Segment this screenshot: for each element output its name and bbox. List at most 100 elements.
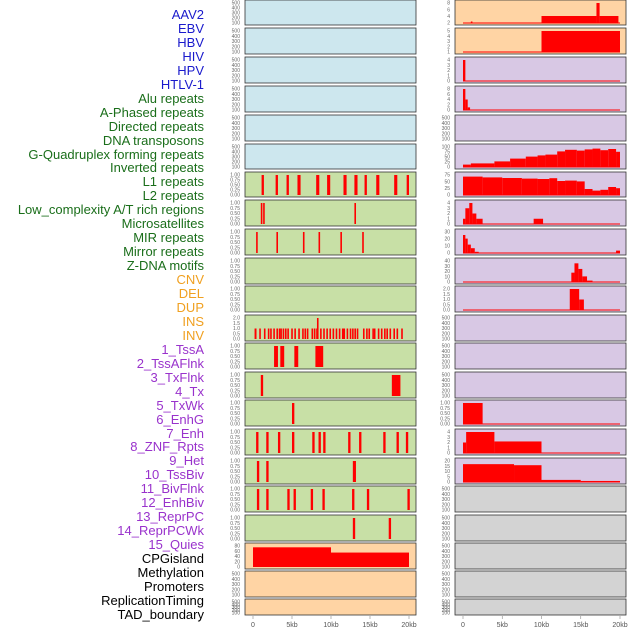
data-bar	[294, 346, 299, 367]
y-tick-label: 0.25	[230, 359, 240, 365]
y-tick-label: 500	[232, 58, 241, 64]
data-bar	[291, 328, 293, 339]
data-bar	[470, 21, 473, 23]
y-tick-label: 50	[444, 155, 450, 161]
data-bar	[584, 189, 593, 195]
y-tick-label: 20	[234, 559, 240, 565]
y-tick-label: 1	[447, 50, 450, 56]
y-tick-label: 0.25	[230, 302, 240, 308]
y-tick-label: 2	[447, 211, 450, 217]
data-bar	[380, 328, 383, 339]
data-bar	[293, 489, 296, 510]
data-bar	[278, 328, 281, 339]
data-bar	[292, 403, 295, 424]
y-tick-label: 1	[447, 73, 450, 79]
y-tick-label: 0.75	[230, 464, 240, 470]
left-panel	[244, 257, 417, 285]
right-panel	[454, 56, 627, 84]
data-bar	[465, 208, 470, 224]
y-tick-label: 500	[442, 344, 451, 350]
data-bar	[256, 461, 260, 482]
y-tick-label: 0.50	[440, 411, 450, 417]
data-bar	[616, 151, 620, 167]
data-bar	[463, 218, 466, 224]
y-tick-label: 400	[442, 521, 451, 527]
data-bar	[533, 218, 544, 224]
data-bar	[276, 328, 278, 339]
y-tick-label: 10	[444, 244, 450, 250]
data-bar	[463, 403, 483, 424]
y-tick-label: 400	[232, 34, 241, 40]
y-tick-label: 8	[447, 1, 450, 7]
y-tick-label: 20	[444, 459, 450, 465]
x-tick-label: 20kb	[401, 622, 416, 629]
y-tick-label: 100	[442, 137, 451, 143]
y-tick-label: 1.00	[230, 287, 240, 293]
y-tick-label: 200	[232, 131, 241, 137]
y-tick-label: 10	[444, 274, 450, 280]
left-panel	[244, 285, 417, 313]
y-tick-label: 0	[447, 222, 450, 228]
y-tick-label: 400	[442, 602, 451, 608]
track-label: 3_TxFlnk	[150, 369, 204, 385]
data-bar	[298, 328, 300, 339]
y-tick-label: 0.75	[440, 406, 450, 412]
y-tick-label: 0.25	[230, 531, 240, 537]
data-bar	[470, 248, 475, 253]
data-bar	[569, 289, 580, 310]
right-panel	[454, 570, 627, 598]
y-tick-label: 25	[444, 186, 450, 192]
y-tick-label: 500	[442, 116, 451, 122]
right-panel	[454, 514, 627, 542]
y-tick-label: 400	[232, 121, 241, 127]
data-bar	[467, 107, 471, 110]
data-bar	[470, 163, 495, 167]
y-tick-label: 0.75	[230, 264, 240, 270]
y-tick-label: 200	[232, 160, 241, 166]
y-tick-label: 1.0	[233, 326, 240, 332]
y-tick-label: 8	[447, 87, 450, 93]
right-panel	[454, 542, 627, 570]
y-tick-label: 2.0	[443, 287, 450, 293]
y-tick-label: 1.00	[230, 173, 240, 179]
right-panel	[454, 342, 627, 370]
y-tick-label: 1.5	[443, 292, 450, 298]
track-label: 8_ZNF_Rpts	[130, 439, 204, 455]
data-bar	[364, 175, 367, 195]
y-tick-label: 4	[447, 58, 450, 64]
data-bar	[465, 238, 468, 253]
y-tick-label: 400	[232, 150, 241, 156]
y-tick-label: 0	[447, 480, 450, 486]
y-tick-label: 1.00	[230, 487, 240, 493]
y-tick-label: 0.00	[230, 451, 240, 457]
left-panel	[244, 56, 417, 84]
right-panel	[454, 257, 627, 285]
data-bar	[599, 16, 619, 23]
data-bar	[349, 328, 352, 339]
y-tick-label: 0.75	[230, 292, 240, 298]
y-tick-label: 200	[442, 359, 451, 365]
y-tick-label: 100	[232, 50, 241, 56]
y-tick-label: 300	[442, 554, 451, 560]
y-tick-label: 60	[234, 549, 240, 555]
data-bar	[494, 441, 542, 453]
y-tick-label: 200	[442, 531, 451, 537]
data-bar	[338, 328, 341, 339]
y-tick-label: 0.75	[230, 521, 240, 527]
y-tick-label: 200	[232, 16, 241, 22]
y-tick-label: 0	[447, 193, 450, 199]
x-tick-label: 15kb	[573, 622, 588, 629]
data-bar	[280, 328, 282, 339]
data-bar	[502, 178, 522, 195]
track-label: A-Phased repeats	[99, 104, 204, 120]
y-tick-label: 200	[232, 102, 241, 108]
right-panel	[454, 485, 627, 513]
y-tick-label: 75	[444, 173, 450, 179]
data-bar	[354, 203, 356, 224]
data-bar	[312, 432, 315, 453]
y-tick-label: 400	[232, 63, 241, 69]
track-label: INS	[182, 313, 204, 329]
data-bar	[253, 547, 331, 567]
track-label: L2 repeats	[142, 188, 204, 204]
